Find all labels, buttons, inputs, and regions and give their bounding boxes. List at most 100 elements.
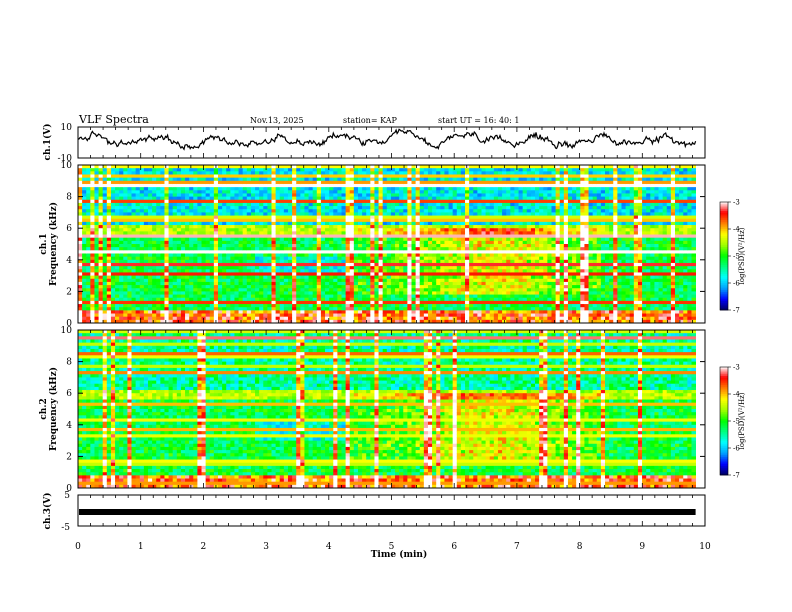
spectrogram-cell (485, 240, 491, 245)
spectrogram-cell (209, 209, 215, 213)
spectrogram-cell (296, 297, 301, 302)
spectrogram-cell (164, 275, 169, 280)
spectrogram-cell (366, 202, 371, 207)
spectrogram-cell (395, 177, 400, 182)
spectrogram-cell (102, 253, 108, 258)
spectrogram-cell (86, 240, 91, 245)
spectrogram-cell (423, 237, 429, 242)
spectrogram-cell (395, 307, 400, 311)
spectrogram-cell (127, 225, 132, 229)
spectrogram-cell (238, 291, 244, 295)
spectrogram-cell (271, 266, 277, 270)
spectrogram-cell (440, 269, 445, 273)
spectrogram-cell (180, 174, 186, 179)
spectrogram-cell (164, 199, 169, 204)
spectrogram-cell (189, 183, 194, 188)
spectrogram-cell (242, 288, 248, 292)
spectrogram-cell (382, 183, 388, 188)
spectrogram-cell (440, 187, 445, 191)
spectrogram-cell (127, 209, 132, 213)
spectrogram-cell (139, 262, 145, 267)
spectrogram-cell (403, 300, 408, 305)
spectrogram-cell (86, 307, 91, 311)
spectrogram-cell (119, 288, 124, 292)
spectrogram-cell (143, 183, 149, 188)
spectrogram-cell (250, 209, 256, 213)
spectrogram-cell (444, 221, 449, 226)
spectrogram-cell (102, 269, 108, 273)
spectrogram-cell (259, 281, 264, 286)
spectrogram-cell (94, 307, 99, 311)
spectrogram-cell (325, 266, 330, 270)
spectrogram-cell (213, 294, 219, 299)
spectrogram-cell (230, 269, 235, 273)
spectrogram-cell (82, 199, 87, 204)
spectrogram-cell (139, 180, 145, 185)
spectrogram-cell (283, 187, 289, 191)
spectrogram-cell (407, 209, 412, 213)
spectrogram-cell (160, 168, 165, 172)
spectrogram-cell (452, 285, 458, 289)
spectrogram-cell (82, 297, 87, 302)
spectrogram-cell (106, 259, 112, 264)
spectrogram-cell (349, 187, 355, 191)
spectrogram-cell (411, 266, 417, 270)
spectrogram-cell (345, 171, 351, 175)
spectrogram-cell (485, 228, 491, 232)
spectrogram-cell (456, 304, 462, 308)
spectrogram-cell (102, 319, 108, 324)
spectrogram-cell (82, 231, 87, 235)
spectrogram-cell (378, 285, 384, 289)
spectrogram-cell (160, 190, 165, 194)
spectrogram-cell (82, 218, 87, 223)
spectrogram-cell (485, 187, 491, 191)
spectrogram-cell (378, 215, 384, 220)
spectrogram-cell (316, 202, 322, 207)
spectrogram-cell (267, 304, 272, 308)
spectrogram-cell (460, 278, 466, 283)
spectrogram-cell (246, 190, 252, 194)
spectrogram-cell (152, 319, 157, 324)
spectrogram-cell (189, 307, 194, 311)
spectrogram-cell (362, 250, 367, 254)
spectrogram-cell (390, 313, 396, 318)
spectrogram-cell (481, 266, 487, 270)
spectrogram-cell (279, 269, 285, 273)
spectrogram-cell (473, 218, 478, 223)
spectrogram-cell (201, 259, 207, 264)
spectrogram-cell (259, 221, 264, 226)
spectrogram-cell (255, 250, 260, 254)
spectrogram-cell (469, 225, 474, 229)
spectrogram-cell (205, 225, 211, 229)
spectrogram-cell (399, 168, 404, 172)
spectrogram-cell (267, 275, 272, 280)
spectrogram-cell (131, 177, 137, 182)
spectrogram-cell (448, 221, 454, 226)
spectrogram-cell (477, 171, 482, 175)
spectrogram-cell (119, 202, 124, 207)
spectrogram-cell (172, 288, 178, 292)
spectrogram-cell (448, 250, 454, 254)
spectrogram-cell (316, 262, 322, 267)
spectrogram-cell (147, 228, 153, 232)
spectrogram-cell (444, 291, 449, 295)
spectrogram-cell (415, 177, 421, 182)
spectrogram-cell (448, 202, 454, 207)
spectrogram-cell (259, 250, 264, 254)
spectrogram-cell (440, 206, 445, 210)
spectrogram-cell (94, 256, 99, 261)
spectrogram-cell (267, 240, 272, 245)
spectrogram-cell (287, 247, 293, 251)
spectrogram-cell (205, 297, 211, 302)
spectrogram-cell (341, 177, 347, 182)
spectrogram-cell (337, 307, 342, 311)
spectrogram-cell (374, 234, 379, 239)
spectrogram-cell (337, 247, 342, 251)
spectrogram-cell (329, 300, 334, 305)
spectrogram-cell (320, 196, 326, 201)
spectrogram-cell (106, 212, 112, 216)
spectrogram-cell (147, 171, 153, 175)
spectrogram-cell (106, 174, 112, 179)
spectrogram-cell (296, 183, 301, 188)
spectrogram-cell (197, 316, 202, 321)
